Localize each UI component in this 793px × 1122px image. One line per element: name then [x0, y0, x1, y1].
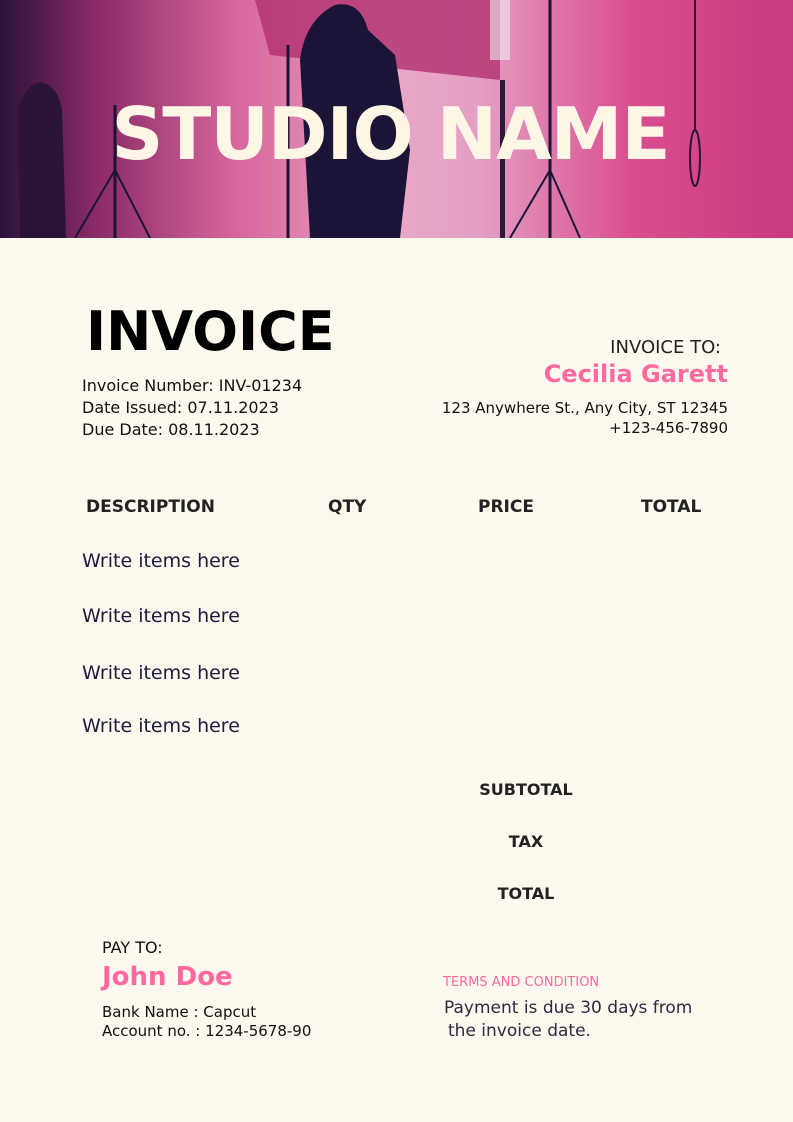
terms-label: TERMS AND CONDITION: [443, 975, 600, 990]
tax-label: TAX: [508, 832, 544, 851]
terms-text-line1: Payment is due 30 days from: [444, 998, 693, 1018]
invoice-to-label: INVOICE TO:: [610, 337, 721, 358]
payee-name: John Doe: [102, 962, 233, 992]
studio-photo-silhouettes: [18, 0, 701, 238]
client-phone: +123-456-7890: [609, 419, 728, 437]
subtotal-label: SUBTOTAL: [479, 780, 573, 799]
client-name: Cecilia Garett: [543, 360, 728, 388]
header-total: TOTAL: [641, 497, 702, 517]
header-description: DESCRIPTION: [86, 497, 215, 517]
date-issued: Date Issued: 07.11.2023: [82, 398, 279, 417]
header-banner-photo: [0, 0, 793, 238]
pay-to-label: PAY TO:: [102, 938, 163, 957]
terms-text-line2: the invoice date.: [448, 1021, 591, 1041]
invoice-number: Invoice Number: INV-01234: [82, 376, 303, 395]
line-item: Write items here: [82, 605, 240, 627]
studio-name: STUDIO NAME: [111, 92, 670, 176]
account-number: Account no. : 1234-5678-90: [102, 1022, 312, 1040]
line-item: Write items here: [82, 715, 240, 737]
due-date: Due Date: 08.11.2023: [82, 420, 260, 439]
total-label: TOTAL: [497, 884, 555, 903]
header-price: PRICE: [478, 497, 534, 517]
invoice-title: INVOICE: [86, 300, 335, 363]
client-address: 123 Anywhere St., Any City, ST 12345: [441, 399, 728, 417]
header-qty: QTY: [328, 497, 367, 517]
line-item: Write items here: [82, 662, 240, 684]
bank-name: Bank Name : Capcut: [102, 1003, 257, 1021]
line-item: Write items here: [82, 550, 240, 572]
